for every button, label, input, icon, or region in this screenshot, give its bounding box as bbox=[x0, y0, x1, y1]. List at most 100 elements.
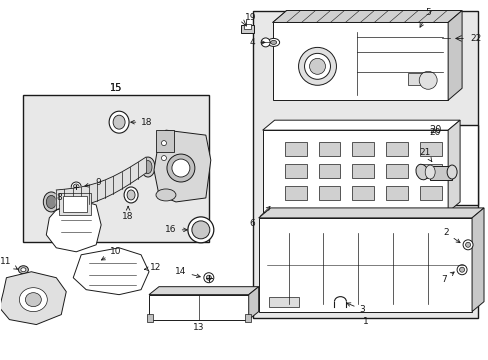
Ellipse shape bbox=[415, 164, 427, 180]
Ellipse shape bbox=[113, 115, 125, 129]
Text: 16: 16 bbox=[165, 225, 187, 234]
Text: 20: 20 bbox=[428, 128, 440, 137]
Text: 14: 14 bbox=[175, 267, 200, 278]
Ellipse shape bbox=[25, 293, 41, 307]
Ellipse shape bbox=[465, 242, 469, 247]
Ellipse shape bbox=[309, 58, 325, 74]
Ellipse shape bbox=[109, 111, 129, 133]
Ellipse shape bbox=[161, 156, 166, 161]
Ellipse shape bbox=[187, 217, 213, 243]
Text: 8: 8 bbox=[56, 193, 68, 206]
Ellipse shape bbox=[418, 71, 436, 89]
Text: 9: 9 bbox=[84, 179, 101, 188]
Polygon shape bbox=[149, 287, 258, 294]
Bar bbox=[386, 164, 407, 178]
Ellipse shape bbox=[73, 184, 79, 190]
Polygon shape bbox=[262, 120, 459, 130]
Ellipse shape bbox=[166, 154, 195, 182]
Polygon shape bbox=[272, 10, 461, 22]
Text: 13: 13 bbox=[193, 323, 204, 332]
Bar bbox=[419, 164, 441, 178]
Bar bbox=[156, 130, 174, 152]
Bar bbox=[386, 186, 407, 200]
Polygon shape bbox=[73, 248, 149, 294]
Ellipse shape bbox=[447, 35, 459, 42]
Bar bbox=[258, 218, 471, 312]
Ellipse shape bbox=[172, 159, 189, 177]
Text: 6: 6 bbox=[249, 207, 269, 228]
Text: 15: 15 bbox=[110, 83, 122, 93]
Text: 10: 10 bbox=[101, 247, 122, 260]
Text: 5: 5 bbox=[419, 8, 430, 27]
Bar bbox=[244, 314, 250, 321]
Bar bbox=[16, 277, 31, 282]
Polygon shape bbox=[248, 287, 258, 320]
Polygon shape bbox=[258, 208, 483, 218]
Ellipse shape bbox=[267, 39, 279, 46]
Text: 20: 20 bbox=[428, 125, 441, 135]
Bar bbox=[284, 186, 306, 200]
Text: 18: 18 bbox=[122, 207, 134, 221]
Polygon shape bbox=[0, 272, 66, 325]
Bar bbox=[318, 142, 340, 156]
Ellipse shape bbox=[94, 260, 99, 263]
Text: 19: 19 bbox=[244, 13, 256, 22]
Ellipse shape bbox=[141, 157, 155, 177]
Ellipse shape bbox=[440, 33, 450, 44]
Ellipse shape bbox=[19, 266, 28, 274]
Bar bbox=[389, 125, 477, 205]
Ellipse shape bbox=[43, 192, 59, 212]
Text: 7: 7 bbox=[440, 272, 453, 284]
Ellipse shape bbox=[161, 141, 166, 145]
Ellipse shape bbox=[456, 265, 466, 275]
Ellipse shape bbox=[144, 161, 152, 174]
Bar bbox=[63, 196, 87, 212]
Bar bbox=[252, 10, 477, 318]
Polygon shape bbox=[56, 157, 146, 210]
Ellipse shape bbox=[191, 221, 209, 239]
Ellipse shape bbox=[71, 182, 81, 192]
Ellipse shape bbox=[446, 165, 456, 179]
Polygon shape bbox=[447, 10, 461, 100]
Text: 11: 11 bbox=[0, 257, 18, 269]
Ellipse shape bbox=[304, 53, 330, 79]
Ellipse shape bbox=[206, 275, 211, 280]
Bar bbox=[419, 186, 441, 200]
Polygon shape bbox=[154, 130, 210, 202]
Bar bbox=[352, 142, 374, 156]
Ellipse shape bbox=[425, 165, 434, 179]
Bar bbox=[318, 186, 340, 200]
Ellipse shape bbox=[270, 40, 276, 44]
Bar bbox=[318, 164, 340, 178]
Text: 3: 3 bbox=[346, 303, 365, 314]
Ellipse shape bbox=[462, 240, 472, 250]
Bar bbox=[59, 193, 91, 215]
Bar bbox=[149, 294, 248, 320]
Ellipse shape bbox=[450, 36, 456, 40]
Ellipse shape bbox=[203, 273, 213, 283]
Bar bbox=[284, 164, 306, 178]
Bar bbox=[352, 186, 374, 200]
Ellipse shape bbox=[91, 259, 101, 265]
Bar bbox=[407, 73, 426, 85]
Bar bbox=[23, 95, 208, 242]
Ellipse shape bbox=[261, 38, 269, 47]
Ellipse shape bbox=[127, 190, 135, 200]
Text: 4: 4 bbox=[249, 38, 264, 47]
Bar bbox=[429, 166, 451, 180]
Text: 22: 22 bbox=[469, 34, 480, 43]
Ellipse shape bbox=[124, 187, 138, 203]
Bar bbox=[243, 24, 250, 30]
Text: 17: 17 bbox=[58, 198, 74, 215]
Text: 21: 21 bbox=[419, 148, 431, 162]
Polygon shape bbox=[447, 120, 459, 212]
Ellipse shape bbox=[156, 189, 176, 201]
Bar bbox=[240, 26, 253, 33]
Text: 2: 2 bbox=[443, 228, 459, 243]
Bar bbox=[268, 297, 298, 307]
Bar bbox=[272, 22, 447, 100]
Text: 1: 1 bbox=[362, 317, 367, 326]
Text: 15: 15 bbox=[110, 83, 122, 93]
Ellipse shape bbox=[298, 48, 336, 85]
Bar bbox=[386, 142, 407, 156]
